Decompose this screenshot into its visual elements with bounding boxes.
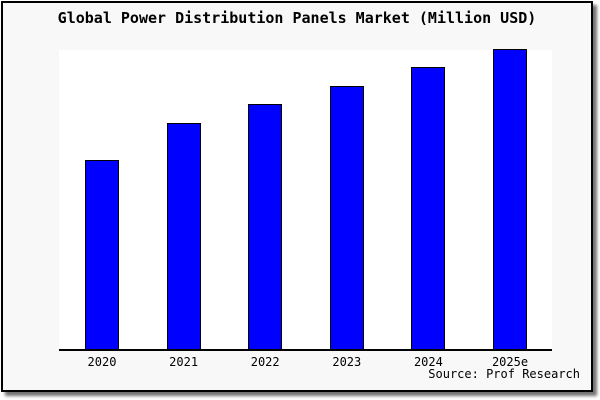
chart-card: Global Power Distribution Panels Market … xyxy=(1,1,593,392)
bar-2025e xyxy=(493,49,527,349)
x-tick-2025e: 2025e xyxy=(491,355,529,369)
bar-2020 xyxy=(85,160,119,349)
x-tick-2020: 2020 xyxy=(87,355,117,369)
source-credit: Source: Prof Research xyxy=(428,367,580,381)
bar-2021 xyxy=(166,123,201,349)
plot-area: 2020 2021 2022 2023 2024 2025e xyxy=(59,49,552,369)
x-tick-2023: 2023 xyxy=(332,355,362,369)
bar-2022 xyxy=(248,103,283,349)
bar-2024 xyxy=(411,67,446,349)
x-tick-2021: 2021 xyxy=(169,355,199,369)
bar-2023 xyxy=(329,85,364,349)
chart-title: Global Power Distribution Panels Market … xyxy=(57,9,537,27)
x-tick-2024: 2024 xyxy=(413,355,443,369)
x-tick-2022: 2022 xyxy=(250,355,280,369)
